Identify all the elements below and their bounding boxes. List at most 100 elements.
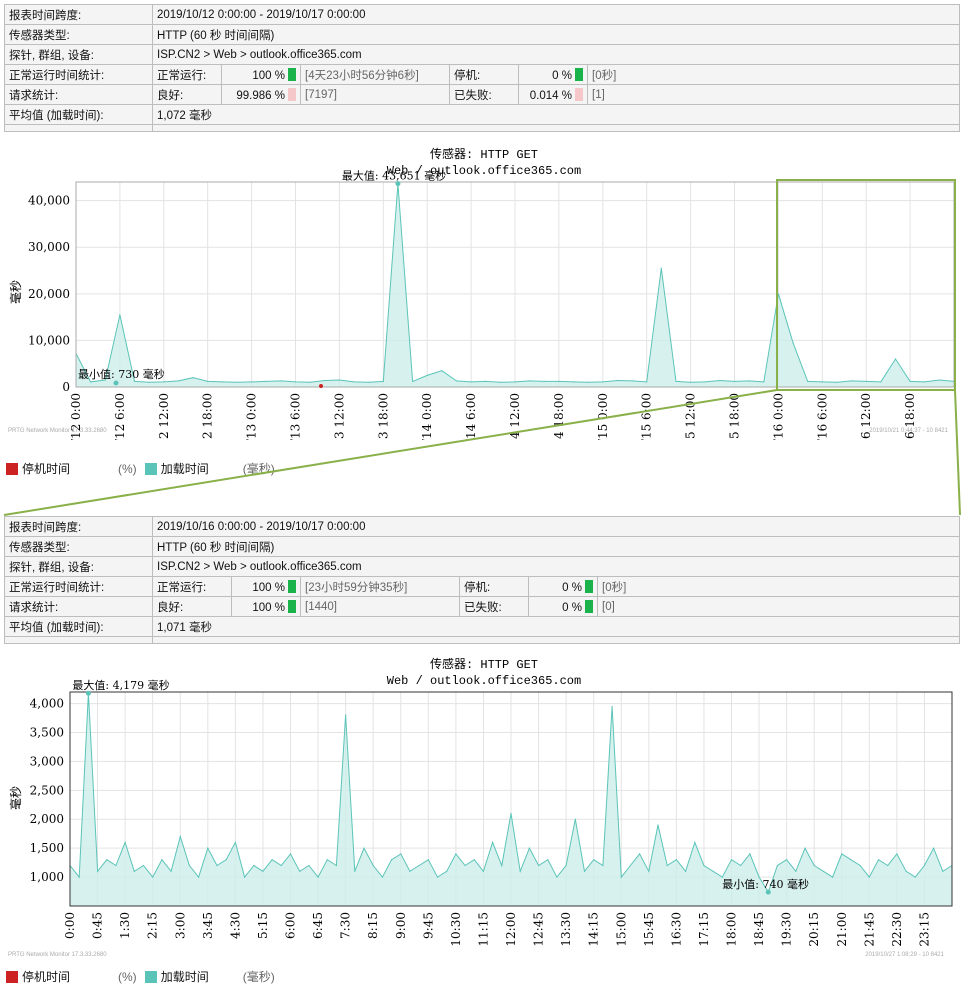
x-tick-label: /10/16 6:00 [815,393,829,440]
x-tick-label: 9:45 [421,912,435,939]
load-time-points [69,692,953,893]
data-point [792,342,794,344]
x-tick-label: /10/13 0:00 [245,393,259,440]
stats-row: 探针, 群组, 设备: ISP.CN2 > Web > outlook.offic… [4,44,960,65]
x-tick-label: 11:15 [476,912,490,947]
data-point [455,853,457,855]
loadtime-legend-label: 加载时间 [160,970,209,984]
x-tick-label: 21:45 [862,912,876,947]
x-tick-label: /10/16 0:00 [771,393,785,440]
fail-pct: 0 % [562,601,582,614]
data-point [161,859,163,861]
x-tick-label: 13:30 [559,912,573,947]
x-tick-label: /10/14 6:00 [464,393,478,440]
up-bar [288,579,296,593]
data-point [777,293,780,295]
data-point [748,380,750,382]
chart-title: 传感器: HTTP GET [430,146,538,162]
data-point [426,374,428,376]
fail-pct-cell: 0 % [528,596,598,617]
data-point [733,380,736,382]
x-tick-label: 0:00 [63,912,77,939]
data-point [538,864,540,867]
y-tick-label: 2,000 [30,812,64,826]
row-value: 2019/10/12 0:00:00 - 2019/10/17 0:00:00 [152,4,960,25]
loadtime-swatch [144,970,157,983]
x-tick-label: /10/13 6:00 [289,393,303,440]
data-point [216,864,218,867]
data-point [786,859,788,861]
x-tick-label: /10/15 6:00 [640,393,654,440]
grid [75,182,954,388]
data-point [758,876,760,878]
data-point [807,380,809,382]
data-point [514,381,516,383]
up-pct: 100 % [252,69,285,82]
x-tick-label: 12:45 [532,912,546,947]
data-point [188,864,190,867]
data-point [104,379,106,381]
data-point [78,876,80,878]
data-point [207,847,209,849]
data-point [499,381,501,383]
data-point [587,381,589,383]
data-point [124,841,126,843]
data-point [721,876,723,878]
y-axis-label: 毫秒 [8,786,23,810]
data-point [565,864,567,867]
up-pct: 100 % [252,581,285,594]
downtime-legend-label: 停机时间 [22,970,71,984]
chart-1: 传感器: HTTP GET Web / outlook.office365.co… [8,146,956,440]
x-tick-label: 7:30 [339,912,353,939]
fail-pct: 0.014 % [529,89,572,102]
avg-label: 平均值 (加载时间): [4,616,153,637]
x-tick-label: /10/12 6:00 [113,393,127,440]
data-point [492,841,494,843]
avg-value: 1,072 毫秒 [152,104,960,125]
row-label: 传感器类型: [4,536,153,557]
data-point [441,370,443,372]
load-time-points [75,183,955,383]
data-point [372,864,374,867]
downtime-swatch [6,462,18,475]
row-label: 报表时间跨度: [4,516,153,537]
data-point [335,864,337,867]
up-label: 正常运行: [152,576,232,597]
x-tick-label: 12:00 [504,912,518,947]
data-point [629,864,632,867]
data-point [353,381,355,383]
data-point [308,864,310,867]
data-point [648,870,650,872]
data-point [400,853,402,855]
data-point [409,870,411,872]
data-point [675,380,677,382]
good-pct-cell: 99.986 % [221,84,301,105]
loadtime-swatch [144,462,157,475]
fail-label: 已失败: [459,596,529,617]
downtime-legend-unit: (%) [118,461,137,476]
data-point [251,381,253,383]
data-point [639,853,641,855]
good-bar [288,87,296,101]
data-point [236,381,238,383]
data-point [909,380,911,382]
x-tick-label: 9:00 [394,912,408,939]
data-point [170,870,172,872]
good-count: [1440] [300,596,460,617]
x-tick-label: 3:45 [201,912,215,939]
stats-pad-row [4,636,960,644]
data-point [574,818,576,820]
row-label: 报表时间跨度: [4,4,153,25]
data-point [338,379,340,381]
fail-bar [575,87,583,101]
data-point [704,381,706,383]
data-point [556,876,558,878]
data-point [859,864,861,867]
data-point [192,377,194,379]
down-label: 停机: [449,64,519,85]
downtime-legend-label: 停机时间 [22,462,71,476]
data-point [133,380,136,382]
data-point [309,381,311,383]
down-label: 停机: [459,576,529,597]
stats-row: 探针, 群组, 设备: ISP.CN2 > Web > outlook.offic… [4,556,960,577]
